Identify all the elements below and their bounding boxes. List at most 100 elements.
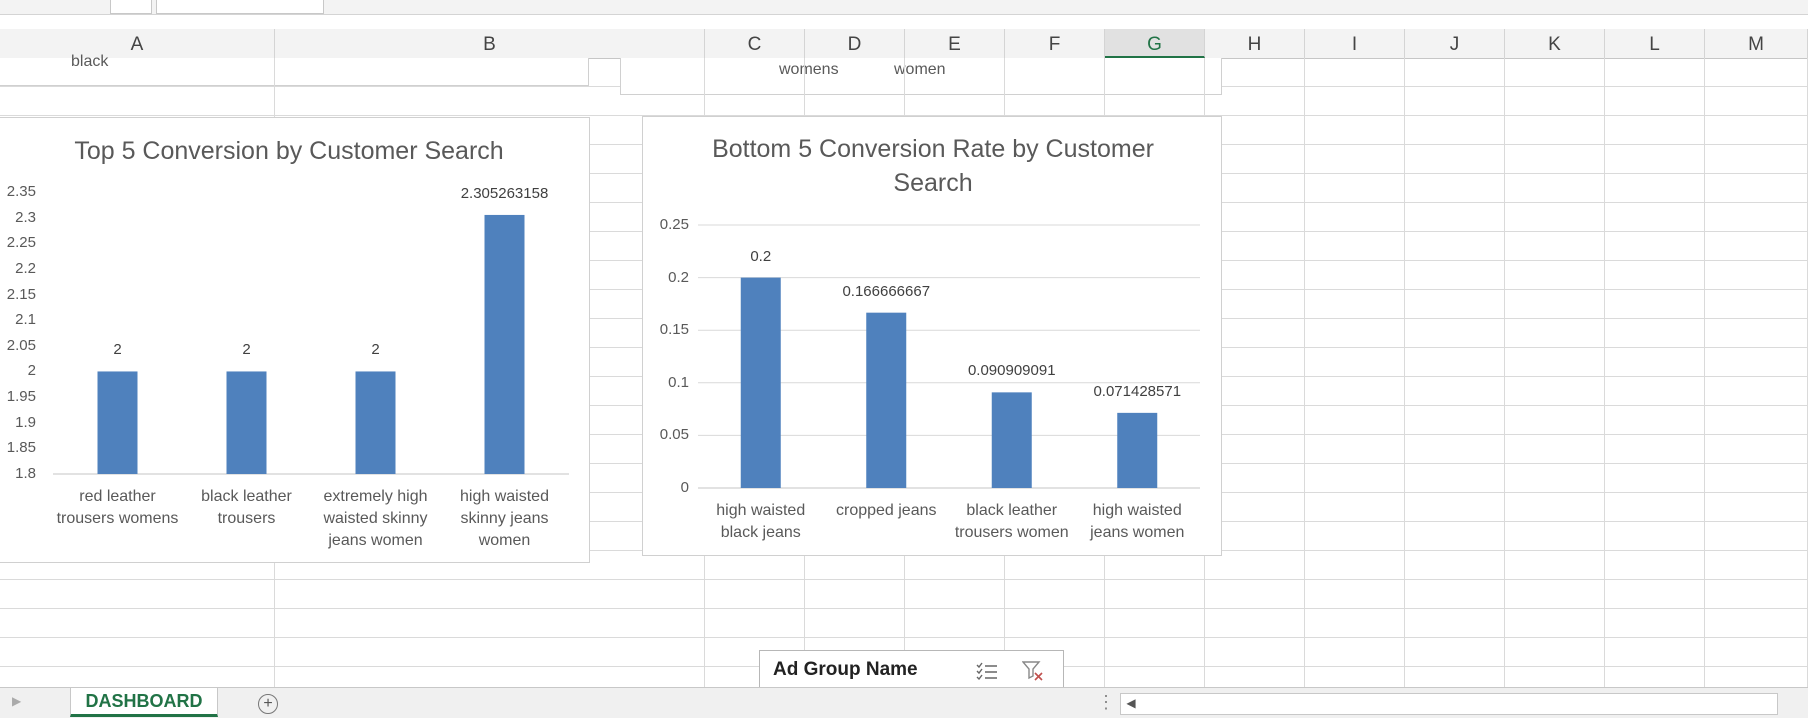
column-header-j[interactable]: J	[1405, 29, 1505, 58]
tab-splitter-handle[interactable]: ⋮	[1097, 692, 1115, 712]
data-label: 2	[113, 341, 122, 359]
x-category-label: cropped jeans	[811, 500, 961, 522]
name-box-remnant[interactable]	[110, 0, 152, 14]
bar[interactable]	[97, 371, 138, 474]
bar[interactable]	[226, 371, 267, 474]
chart-title: Top 5 Conversion by Customer Search	[74, 137, 504, 165]
data-label: 0.090909091	[967, 362, 1056, 380]
y-tick-label: 2.1	[15, 311, 36, 329]
x-category-line: extremely high	[323, 488, 428, 505]
x-category-line: waisted skinny	[323, 510, 428, 527]
x-category-line: high waisted	[716, 502, 806, 519]
formula-buttons-remnant[interactable]	[156, 0, 324, 14]
x-category-line: skinny jeans	[460, 510, 549, 527]
data-label: 0.166666667	[842, 282, 931, 300]
formula-bar	[0, 0, 1808, 15]
x-category-line: high waisted	[1092, 502, 1182, 519]
add-sheet-icon[interactable]: +	[258, 694, 278, 714]
column-header-d[interactable]: D	[805, 29, 905, 58]
chart-plot	[53, 214, 569, 475]
chart-title-line: Bottom 5 Conversion Rate by Customer	[712, 135, 1154, 163]
x-category-label: red leather trousers womens	[43, 486, 193, 530]
sheet-tab-bar: ▶ DASHBOARD + ⋮ ◀	[0, 687, 1808, 718]
data-label: 0.071428571	[1093, 382, 1182, 400]
chart-panel-remnant-left[interactable]: black	[0, 53, 589, 86]
column-header-f[interactable]: F	[1005, 29, 1105, 58]
grid-column-line	[1604, 58, 1605, 687]
y-tick-label: 2.15	[6, 285, 36, 303]
column-header-i[interactable]: I	[1305, 29, 1405, 58]
y-tick-label: 2.35	[6, 183, 36, 200]
x-category-line: women	[478, 532, 531, 549]
remnant-label: women	[894, 61, 946, 78]
x-category-line: red leather	[79, 488, 156, 505]
horizontal-scrollbar[interactable]	[1120, 693, 1778, 715]
bar[interactable]	[866, 312, 907, 488]
x-category-label: high waisted black jeans	[686, 500, 836, 544]
chart-title-line: Search	[893, 169, 973, 197]
column-header-h[interactable]: H	[1205, 29, 1305, 58]
column-header-m[interactable]: M	[1705, 29, 1808, 58]
column-header-k[interactable]: K	[1505, 29, 1605, 58]
y-tick-label: 1.85	[6, 439, 36, 457]
y-tick-label: 1.8	[15, 465, 36, 482]
x-category-label: high waisted skinny jeans women	[430, 486, 580, 552]
column-header-l[interactable]: L	[1605, 29, 1705, 58]
slicer-title: Ad Group Name	[773, 659, 918, 680]
x-category-line: high waisted	[460, 488, 549, 505]
x-category-line: black leather	[966, 502, 1058, 519]
data-label: 0.2	[750, 247, 772, 265]
x-category-line: black jeans	[720, 524, 801, 541]
top5-conversion-chart[interactable]: Top 5 Conversion by Customer Search 1.8 1…	[0, 117, 590, 563]
y-tick-label: 0.1	[668, 373, 689, 391]
y-tick-label: 2.05	[6, 336, 36, 354]
chart-title: Bottom 5 Conversion Rate by Customer Sea…	[643, 132, 1223, 200]
sheet-tab-dashboard[interactable]: DASHBOARD	[70, 688, 218, 717]
grid-column-line	[1504, 58, 1505, 687]
chart-plot	[698, 224, 1200, 489]
y-tick-label: 0.2	[668, 268, 689, 286]
bar[interactable]	[740, 277, 781, 488]
y-tick-label: 0.05	[659, 426, 689, 444]
column-header-b[interactable]: B	[275, 29, 705, 58]
ad-group-slicer[interactable]: Ad Group Name	[759, 650, 1064, 691]
x-category-label: high waisted jeans women	[1062, 500, 1212, 544]
column-header-g[interactable]: G	[1105, 29, 1205, 58]
bar[interactable]	[991, 392, 1032, 488]
x-category-label: extremely high waisted skinny jeans women	[301, 486, 451, 552]
x-category-line: trousers	[217, 510, 276, 527]
column-header-e[interactable]: E	[905, 29, 1005, 58]
scroll-left-icon[interactable]: ◀	[1126, 696, 1136, 710]
y-tick-label: 2.25	[6, 234, 36, 252]
x-category-line: jeans women	[1090, 524, 1185, 541]
data-label: 2.305263158	[460, 184, 549, 202]
y-tick-label: 0.15	[659, 321, 689, 339]
y-tick-label: 2.2	[15, 259, 36, 277]
x-category-line: trousers women	[954, 524, 1069, 541]
multi-select-icon[interactable]	[976, 662, 998, 680]
chart-panel-remnant-right[interactable]: womens women	[620, 58, 1222, 95]
x-category-line: black leather	[201, 488, 292, 505]
bar[interactable]	[355, 371, 396, 474]
x-category-line: trousers womens	[56, 510, 179, 527]
bottom5-conversion-chart[interactable]: Bottom 5 Conversion Rate by Customer Sea…	[642, 116, 1222, 556]
x-category-label: black leather trousers	[172, 486, 322, 530]
bar[interactable]	[484, 214, 525, 474]
grid-column-line	[1304, 58, 1305, 687]
remnant-label: womens	[779, 61, 839, 78]
x-category-label: black leather trousers women	[937, 500, 1087, 544]
sheet-nav-prev-icon[interactable]: ▶	[12, 694, 22, 708]
y-tick-label: 1.9	[15, 413, 36, 431]
x-category-line: cropped jeans	[835, 502, 937, 519]
x-category-line: jeans women	[328, 532, 423, 549]
y-tick-label: 2.3	[15, 208, 36, 226]
remnant-label: black	[71, 53, 109, 70]
column-header-a[interactable]: A	[0, 29, 275, 58]
column-header-c[interactable]: C	[705, 29, 805, 58]
data-label: 2	[242, 341, 251, 359]
clear-filter-icon[interactable]	[1022, 661, 1044, 681]
y-tick-label: 1.95	[6, 388, 36, 406]
y-tick-label: 2	[27, 362, 36, 380]
bar[interactable]	[1117, 412, 1158, 488]
